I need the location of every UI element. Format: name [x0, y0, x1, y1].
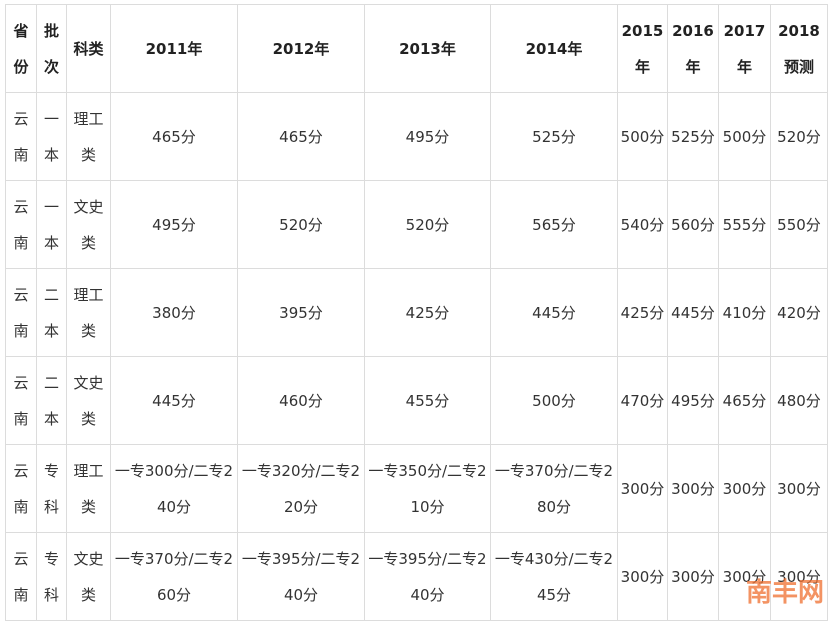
table-cell: 520分	[364, 180, 491, 269]
table-cell: 一专430分/二专245分	[490, 532, 618, 621]
table-cell: 565分	[490, 180, 618, 269]
table-cell: 560分	[667, 180, 719, 269]
table-cell: 云南	[5, 444, 37, 533]
header-cell: 科类	[66, 4, 111, 93]
table-cell: 一专320分/二专220分	[237, 444, 365, 533]
table-cell: 495分	[364, 92, 491, 181]
table-cell: 一本	[36, 92, 67, 181]
header-cell: 省份	[5, 4, 37, 93]
header-cell: 2014年	[490, 4, 618, 93]
table-cell: 300分	[718, 532, 771, 621]
table-cell: 300分	[667, 444, 719, 533]
table-cell: 500分	[617, 92, 668, 181]
table-cell: 500分	[490, 356, 618, 445]
table-row: 云南 专科 理工类 一专300分/二专240分 一专320分/二专220分 一专350分/…	[5, 444, 828, 533]
table-cell: 550分	[770, 180, 828, 269]
table-cell: 525分	[490, 92, 618, 181]
table-cell: 555分	[718, 180, 771, 269]
table-cell: 470分	[617, 356, 668, 445]
table-cell: 300分	[617, 444, 668, 533]
table-cell: 410分	[718, 268, 771, 357]
table-row: 云南 二本 文史类 445分 460分 455分 500分 470分 495分 465分 480分	[5, 356, 828, 445]
table-cell: 460分	[237, 356, 365, 445]
table-cell: 300分	[667, 532, 719, 621]
header-cell: 2018预测	[770, 4, 828, 93]
table-cell: 一专370分/二专260分	[110, 532, 238, 621]
table-cell: 425分	[617, 268, 668, 357]
table-cell: 495分	[667, 356, 719, 445]
table-row: 云南 一本 理工类 465分 465分 495分 525分 500分 525分 500分 520分	[5, 92, 828, 181]
header-cell: 2013年	[364, 4, 491, 93]
table-row: 云南 专科 文史类 一专370分/二专260分 一专395分/二专240分 一专395分/…	[5, 532, 828, 621]
table-cell: 一本	[36, 180, 67, 269]
header-cell: 批次	[36, 4, 67, 93]
table-cell: 二本	[36, 356, 67, 445]
table-cell: 文史类	[66, 180, 111, 269]
table-cell: 425分	[364, 268, 491, 357]
table-cell: 380分	[110, 268, 238, 357]
table-cell: 一专300分/二专240分	[110, 444, 238, 533]
table-cell: 445分	[667, 268, 719, 357]
header-cell: 2015年	[617, 4, 668, 93]
table-cell: 云南	[5, 92, 37, 181]
header-cell: 2011年	[110, 4, 238, 93]
table-cell: 465分	[237, 92, 365, 181]
table-cell: 理工类	[66, 268, 111, 357]
table-cell: 420分	[770, 268, 828, 357]
table-cell: 文史类	[66, 356, 111, 445]
table-cell: 文史类	[66, 532, 111, 621]
table-row: 云南 二本 理工类 380分 395分 425分 445分 425分 445分 410分 420分	[5, 268, 828, 357]
table-cell: 525分	[667, 92, 719, 181]
table-cell: 480分	[770, 356, 828, 445]
table-cell: 理工类	[66, 444, 111, 533]
table-cell: 300分	[770, 444, 828, 533]
table-cell: 云南	[5, 532, 37, 621]
table-cell: 一专370分/二专280分	[490, 444, 618, 533]
table-cell: 理工类	[66, 92, 111, 181]
table-cell: 云南	[5, 180, 37, 269]
table-cell: 395分	[237, 268, 365, 357]
table-cell: 云南	[5, 356, 37, 445]
table-cell: 一专395分/二专240分	[364, 532, 491, 621]
table-cell: 445分	[110, 356, 238, 445]
table-cell: 专科	[36, 532, 67, 621]
header-row: 省份 批次 科类 2011年 2012年 2013年 2014年 2015年 2016年 2017…	[5, 4, 828, 93]
table-cell: 300分	[770, 532, 828, 621]
table-cell: 二本	[36, 268, 67, 357]
logo: 南丰网	[745, 578, 824, 608]
table-cell: 专科	[36, 444, 67, 533]
header-cell: 2012年	[237, 4, 365, 93]
table-cell: 520分	[237, 180, 365, 269]
table-cell: 520分	[770, 92, 828, 181]
table-cell: 300分	[617, 532, 668, 621]
table-cell: 445分	[490, 268, 618, 357]
header-cell: 2016年	[667, 4, 719, 93]
table-cell: 540分	[617, 180, 668, 269]
header-cell: 2017年	[718, 4, 771, 93]
table-cell: 455分	[364, 356, 491, 445]
score-table: 省份 批次 科类 2011年 2012年 2013年 2014年 2015年 2016年 2017…	[5, 4, 828, 621]
table-cell: 465分	[110, 92, 238, 181]
table-cell: 465分	[718, 356, 771, 445]
table-cell: 500分	[718, 92, 771, 181]
table-cell: 300分	[718, 444, 771, 533]
table-cell: 495分	[110, 180, 238, 269]
table-row: 云南 一本 文史类 495分 520分 520分 565分 540分 560分 555分 550分	[5, 180, 828, 269]
table-cell: 一专395分/二专240分	[237, 532, 365, 621]
table-cell: 云南	[5, 268, 37, 357]
table-body: 云南 一本 理工类 465分 465分 495分 525分 500分 525分 500分 520分云…	[5, 92, 828, 621]
table-cell: 一专350分/二专210分	[364, 444, 491, 533]
